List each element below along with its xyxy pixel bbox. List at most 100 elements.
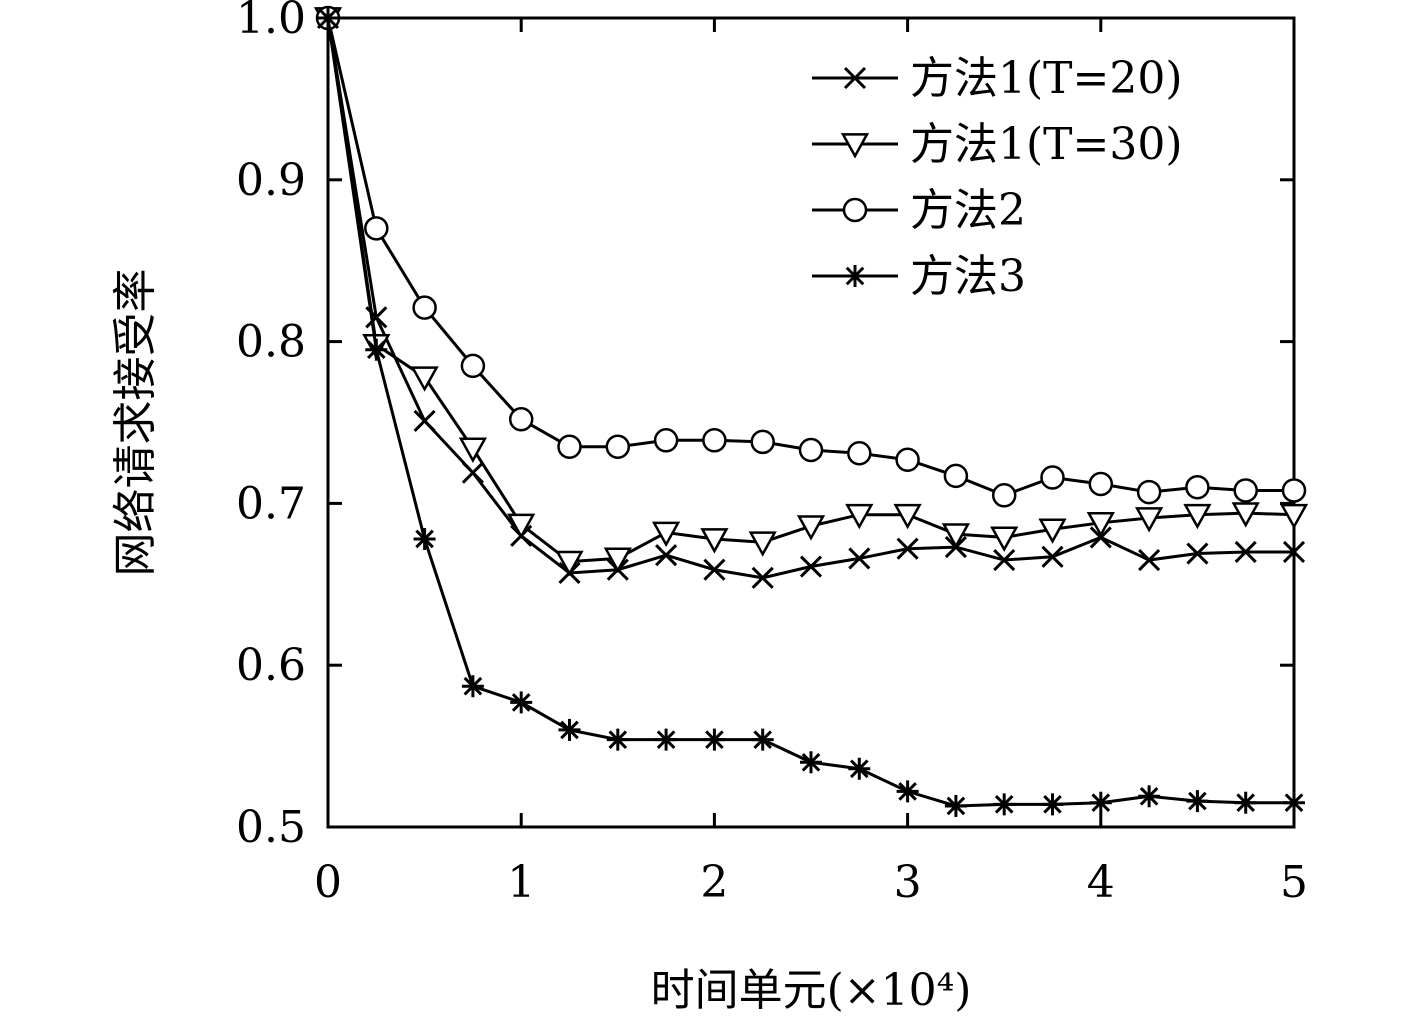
data-point bbox=[845, 503, 874, 530]
legend: 方法1(T=20) 方法1(T=30) 方法2 方法3 bbox=[812, 53, 1183, 302]
data-point bbox=[703, 728, 726, 751]
data-point bbox=[991, 483, 1017, 508]
data-point bbox=[1086, 511, 1115, 538]
x-tick-label: 1 bbox=[507, 857, 535, 908]
data-point bbox=[1138, 785, 1161, 808]
data-point bbox=[460, 353, 486, 379]
x-tick-label: 3 bbox=[894, 857, 922, 908]
data-point bbox=[413, 409, 436, 432]
data-point bbox=[1283, 791, 1305, 814]
data-point bbox=[555, 550, 584, 577]
data-point bbox=[1089, 791, 1112, 814]
data-point bbox=[848, 547, 871, 570]
data-point bbox=[1282, 540, 1306, 564]
data-point bbox=[461, 461, 484, 484]
data-point bbox=[1234, 540, 1257, 564]
data-point bbox=[702, 428, 727, 453]
y-tick-label: 0.6 bbox=[236, 640, 306, 691]
data-point bbox=[510, 691, 533, 714]
data-point bbox=[1186, 542, 1209, 565]
data-point bbox=[800, 751, 822, 774]
data-point bbox=[750, 429, 775, 455]
data-point bbox=[1041, 545, 1064, 568]
data-point bbox=[1088, 471, 1114, 497]
legend-item: 方法1(T=20) bbox=[812, 53, 1183, 104]
data-point bbox=[655, 544, 678, 567]
x-axis-title: 时间单元(×10⁴) bbox=[651, 965, 972, 1016]
plot-border bbox=[326, 16, 1296, 829]
series-4 bbox=[317, 7, 1305, 817]
legend-label: 方法1(T=30) bbox=[910, 119, 1183, 170]
data-point bbox=[317, 7, 339, 29]
data-point bbox=[508, 407, 534, 432]
data-point bbox=[1281, 478, 1307, 503]
data-point bbox=[1183, 503, 1212, 530]
data-point bbox=[993, 793, 1016, 816]
data-point bbox=[653, 428, 679, 453]
data-point bbox=[606, 728, 629, 751]
plot-frame bbox=[326, 16, 1296, 829]
legend-item: 方法1(T=30) bbox=[812, 119, 1183, 170]
legend-label: 方法2 bbox=[910, 185, 1026, 236]
x-tick-label: 5 bbox=[1280, 857, 1308, 908]
series-group bbox=[313, 5, 1309, 817]
data-point bbox=[461, 675, 484, 698]
data-point bbox=[896, 780, 919, 803]
data-point bbox=[993, 548, 1016, 572]
data-point bbox=[1134, 507, 1164, 533]
legend-item: 方法2 bbox=[812, 185, 1026, 236]
data-point bbox=[798, 437, 824, 463]
data-point bbox=[748, 531, 777, 557]
x-tick-label: 0 bbox=[314, 857, 342, 908]
data-point bbox=[796, 515, 826, 541]
legend-marker bbox=[843, 66, 867, 90]
data-point bbox=[847, 440, 872, 466]
data-point bbox=[1233, 478, 1258, 503]
axis-ticks bbox=[326, 16, 1296, 829]
data-point bbox=[655, 728, 678, 751]
data-point bbox=[1279, 503, 1309, 530]
data-point bbox=[944, 794, 967, 817]
y-tick-label: 0.5 bbox=[236, 802, 306, 853]
data-point bbox=[1040, 465, 1065, 490]
data-point bbox=[413, 527, 436, 550]
legend-marker bbox=[840, 133, 870, 159]
data-point bbox=[703, 558, 726, 581]
series-2 bbox=[313, 7, 1309, 577]
data-point bbox=[751, 566, 774, 589]
data-point bbox=[558, 718, 581, 741]
data-point bbox=[557, 434, 582, 460]
y-tick-label: 1.0 bbox=[236, 0, 306, 44]
data-point bbox=[990, 526, 1019, 552]
x-tick-label: 2 bbox=[700, 857, 728, 908]
data-point bbox=[1185, 474, 1210, 500]
data-point bbox=[895, 447, 920, 472]
data-point bbox=[700, 528, 729, 554]
data-point bbox=[1231, 502, 1260, 528]
data-point bbox=[941, 523, 971, 549]
data-point bbox=[364, 216, 389, 241]
data-point bbox=[848, 757, 871, 780]
data-point bbox=[943, 463, 969, 489]
data-point bbox=[1186, 790, 1209, 813]
data-point bbox=[1138, 548, 1161, 572]
data-point bbox=[1041, 793, 1064, 816]
data-point bbox=[651, 521, 681, 548]
y-tick-label: 0.9 bbox=[236, 155, 306, 206]
data-point bbox=[1038, 518, 1067, 544]
data-point bbox=[458, 437, 488, 463]
data-point bbox=[799, 555, 823, 578]
data-point bbox=[605, 434, 631, 460]
legend-label: 方法3 bbox=[910, 251, 1026, 302]
legend-label: 方法1(T=20) bbox=[910, 53, 1183, 104]
y-axis-title: 网络请求接受率 bbox=[110, 269, 161, 577]
data-point bbox=[412, 295, 437, 320]
data-point bbox=[896, 537, 919, 560]
y-tick-label: 0.8 bbox=[236, 317, 306, 368]
data-point bbox=[1136, 479, 1162, 505]
data-point bbox=[603, 547, 632, 573]
tick-labels: 0 1 2 3 4 5 0.5 0.6 0.7 0.8 0.9 1.0 bbox=[236, 0, 1308, 908]
legend-marker bbox=[844, 265, 866, 287]
data-point bbox=[365, 338, 388, 361]
